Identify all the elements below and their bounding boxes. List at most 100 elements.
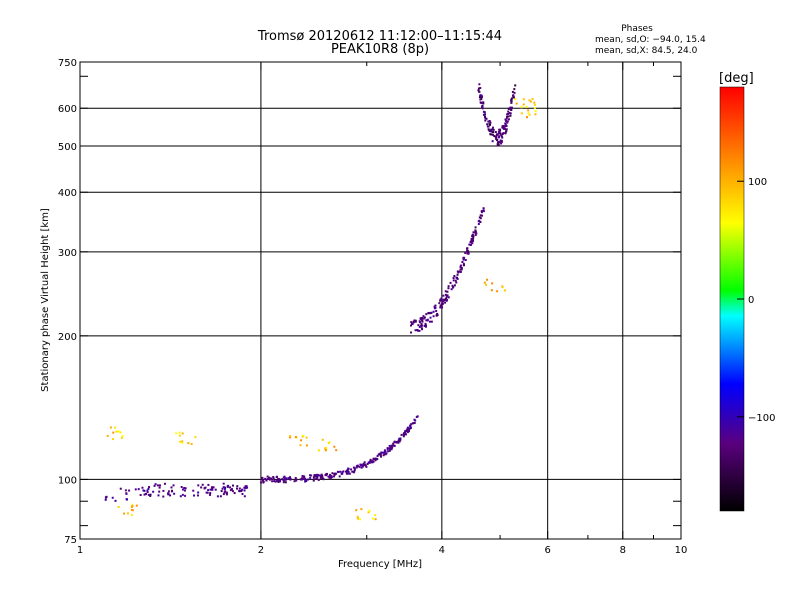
data-point bbox=[495, 137, 498, 140]
data-point bbox=[469, 241, 472, 244]
axis-ticks bbox=[79, 61, 682, 540]
data-point bbox=[418, 325, 421, 328]
data-point bbox=[457, 271, 460, 274]
data-point bbox=[329, 473, 332, 476]
data-point bbox=[459, 270, 462, 273]
data-point bbox=[388, 449, 391, 452]
data-point bbox=[391, 445, 394, 448]
data-point bbox=[406, 431, 409, 434]
data-point bbox=[156, 484, 159, 487]
data-point bbox=[335, 472, 338, 475]
data-point bbox=[313, 474, 316, 477]
data-point bbox=[488, 129, 491, 132]
data-point bbox=[224, 490, 227, 493]
data-point bbox=[386, 448, 389, 451]
data-point bbox=[271, 480, 274, 483]
data-point bbox=[507, 110, 510, 113]
data-point bbox=[304, 478, 307, 481]
data-point bbox=[493, 135, 496, 138]
data-point bbox=[433, 307, 436, 310]
data-point bbox=[241, 492, 244, 495]
data-point bbox=[285, 478, 288, 481]
data-point bbox=[406, 429, 409, 432]
data-point bbox=[181, 440, 184, 443]
data-point bbox=[499, 133, 502, 136]
data-point bbox=[333, 473, 336, 476]
data-point bbox=[418, 321, 421, 324]
data-point bbox=[367, 511, 370, 514]
data-point bbox=[322, 477, 325, 480]
data-point bbox=[427, 311, 430, 314]
data-point bbox=[351, 470, 354, 473]
data-point bbox=[440, 297, 443, 300]
data-point bbox=[264, 477, 267, 480]
data-point bbox=[490, 133, 493, 136]
data-point bbox=[499, 132, 502, 135]
data-point bbox=[498, 128, 501, 131]
data-point bbox=[389, 447, 392, 450]
data-point bbox=[445, 298, 448, 301]
data-point bbox=[480, 211, 483, 214]
data-point bbox=[411, 322, 414, 325]
data-point bbox=[148, 486, 151, 489]
data-point bbox=[356, 517, 359, 520]
data-point bbox=[501, 286, 504, 289]
data-point bbox=[410, 321, 413, 324]
data-point bbox=[266, 475, 269, 478]
data-point bbox=[399, 438, 402, 441]
data-point bbox=[397, 439, 400, 442]
data-point bbox=[423, 316, 426, 319]
data-point bbox=[413, 320, 416, 323]
data-point bbox=[347, 467, 350, 470]
data-point bbox=[371, 459, 374, 462]
colorbar-ticks: 100 0 −100 bbox=[737, 177, 775, 424]
data-point bbox=[275, 475, 278, 478]
data-point bbox=[211, 486, 214, 489]
data-point bbox=[491, 282, 494, 285]
data-point bbox=[181, 432, 184, 435]
data-point bbox=[474, 233, 477, 236]
colorbar-label: [deg] bbox=[719, 71, 754, 86]
stats-line-x: mean, sd,X: 84.5, 24.0 bbox=[595, 46, 698, 56]
data-point bbox=[478, 216, 481, 219]
data-point bbox=[509, 114, 512, 117]
data-point bbox=[352, 471, 355, 474]
data-point bbox=[480, 210, 483, 213]
data-point bbox=[482, 207, 485, 210]
data-point bbox=[527, 112, 530, 115]
data-point bbox=[224, 487, 227, 490]
data-point bbox=[491, 126, 494, 129]
data-point bbox=[265, 479, 268, 482]
data-point bbox=[479, 220, 482, 223]
data-point bbox=[445, 295, 448, 298]
data-point bbox=[375, 458, 378, 461]
data-point bbox=[467, 250, 470, 253]
data-point bbox=[345, 470, 348, 473]
data-point bbox=[371, 461, 374, 464]
data-point bbox=[283, 478, 286, 481]
data-point bbox=[194, 436, 197, 439]
data-point bbox=[529, 100, 532, 103]
data-point bbox=[178, 431, 181, 434]
data-point bbox=[318, 474, 321, 477]
y-tick-label: 300 bbox=[58, 248, 77, 259]
data-point bbox=[300, 478, 303, 481]
data-point bbox=[158, 490, 161, 493]
data-point bbox=[447, 287, 450, 290]
data-point bbox=[474, 231, 477, 234]
data-point bbox=[321, 474, 324, 477]
data-point bbox=[414, 320, 417, 323]
data-point bbox=[243, 486, 246, 489]
data-point bbox=[492, 131, 495, 134]
data-point bbox=[341, 472, 344, 475]
data-point bbox=[243, 489, 246, 492]
data-point bbox=[406, 426, 409, 429]
data-point bbox=[453, 274, 456, 277]
colorbar-tick-label: 100 bbox=[748, 177, 767, 188]
data-point bbox=[505, 119, 508, 122]
data-point bbox=[225, 493, 228, 496]
data-point bbox=[510, 100, 513, 103]
data-point bbox=[158, 486, 161, 489]
data-point bbox=[266, 478, 269, 481]
data-point bbox=[444, 293, 447, 296]
